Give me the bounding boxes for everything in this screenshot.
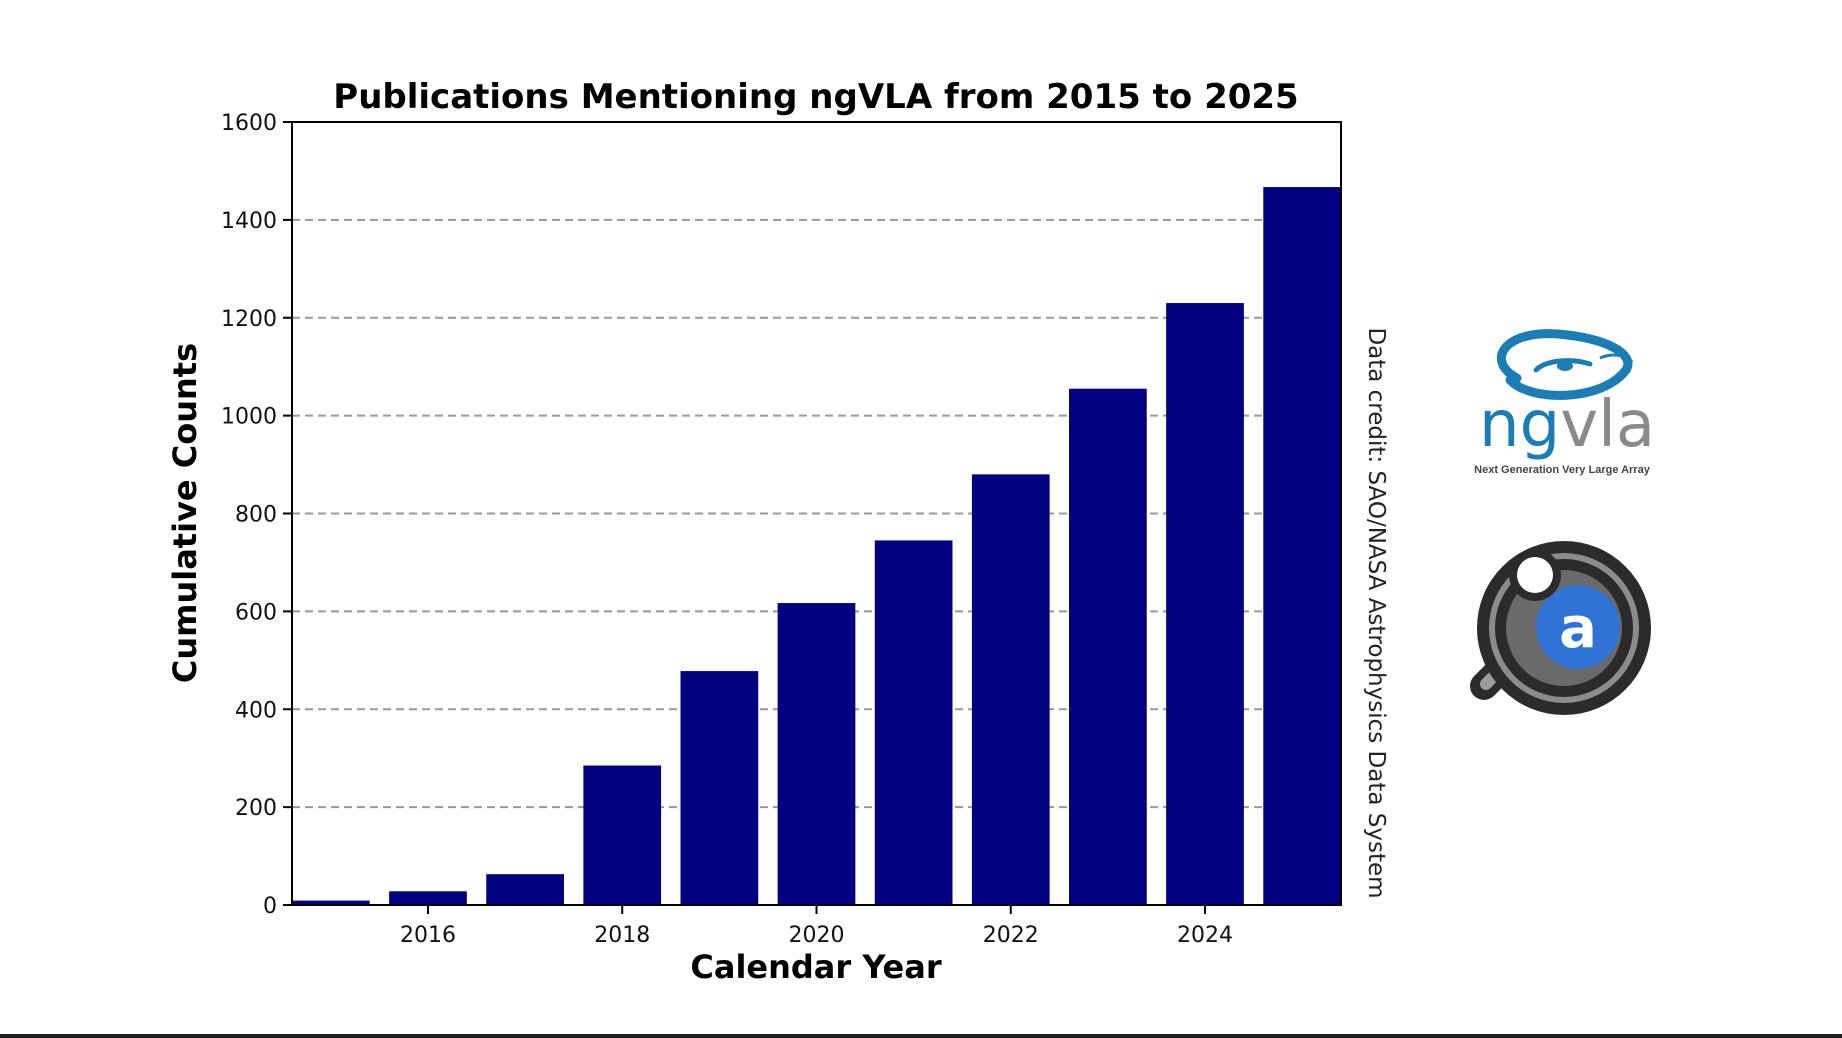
bar-2017: [486, 874, 564, 905]
ngvla-word-vla: vla: [1560, 388, 1655, 462]
x-tick-label: 2016: [400, 923, 456, 948]
y-axis-label: Cumulative Counts: [166, 343, 204, 683]
bar-2018: [583, 765, 662, 905]
y-axis-ticks: 0 200 400 600 800 1000 1200 1400 1600: [221, 111, 292, 919]
data-credit-annotation: Data credit: SAO/NASA Astrophysics Data …: [1363, 327, 1389, 898]
x-tick-label: 2024: [1177, 923, 1233, 948]
bars: [292, 187, 1341, 906]
bar-2021: [874, 540, 953, 905]
y-tick-label: 1400: [221, 209, 277, 234]
bar-2020: [777, 603, 856, 905]
ngvla-swirl-icon: [1496, 329, 1634, 400]
y-tick-label: 600: [235, 600, 277, 625]
x-tick-label: 2020: [789, 923, 845, 948]
bar-2023: [1069, 388, 1147, 906]
bar-2016: [389, 891, 467, 905]
y-tick-label: 1000: [221, 405, 277, 430]
bar-2025: [1263, 187, 1341, 906]
x-tick-label: 2022: [983, 923, 1039, 948]
y-tick-label: 400: [235, 698, 277, 723]
y-tick-label: 0: [263, 894, 277, 919]
y-tick-label: 200: [235, 796, 277, 821]
ads-magnifier-icon: a: [1470, 541, 1651, 715]
ngvla-subtitle: Next Generation Very Large Array: [1474, 464, 1651, 476]
chart-title: Publications Mentioning ngVLA from 2015 …: [333, 77, 1298, 117]
x-axis-ticks: 2016 2018 2020 2022 2024: [400, 905, 1233, 948]
bar-2024: [1166, 303, 1244, 906]
ngvla-logo: ngvla Next Generation Very Large Array: [1474, 329, 1655, 476]
bar-2019: [680, 671, 759, 905]
bar-2015: [292, 900, 370, 905]
bottom-border: [0, 1034, 1842, 1038]
y-tick-label: 1600: [221, 111, 277, 136]
x-axis-label: Calendar Year: [690, 948, 941, 986]
bar-2022: [971, 474, 1050, 905]
y-tick-label: 800: [235, 503, 277, 528]
ngvla-word-ng: ng: [1479, 388, 1560, 462]
y-tick-label: 1200: [221, 307, 277, 332]
ads-logo-letter: a: [1559, 596, 1597, 661]
svg-text:ngvla: ngvla: [1479, 388, 1655, 462]
x-tick-label: 2018: [594, 923, 650, 948]
